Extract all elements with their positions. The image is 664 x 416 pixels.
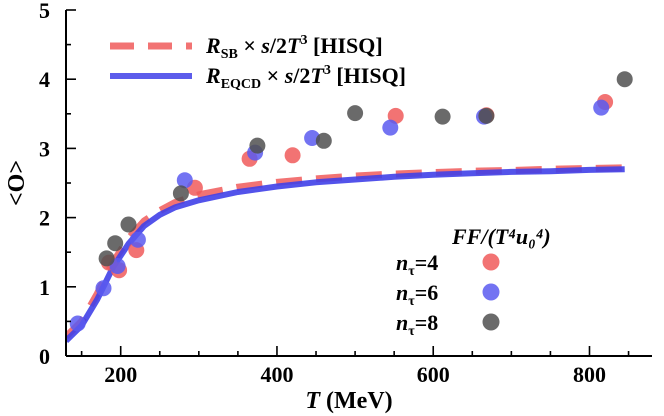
y-tick-label: 3 (39, 136, 50, 161)
axes: 200 400 600 800 0 1 2 3 4 5 T (MeV) <O> (4, 0, 652, 414)
legend: RSB × s/2T3 [HISQ]REQCD × s/2T3 [HISQ] FF… (110, 33, 551, 339)
data-point-ntau6 (69, 315, 86, 332)
legend-point-swatch (482, 283, 500, 301)
y-tick-label: 0 (39, 344, 50, 369)
eqcd-line (66, 166, 625, 343)
y-tick-label: 1 (39, 275, 50, 300)
data-point-ntau8 (98, 250, 115, 267)
y-axis-title: <O> (4, 160, 30, 206)
y-tick-label: 4 (39, 67, 50, 92)
data-point-ntau6 (129, 231, 146, 248)
legend-point-label: nτ=6 (396, 280, 438, 309)
data-point-ntau8 (249, 137, 266, 154)
legend-line-label: REQCD × s/2T3 [HISQ] (205, 63, 406, 92)
x-tick-label: 800 (573, 362, 606, 387)
x-tick-label: 600 (417, 362, 450, 387)
data-point-ntau8 (616, 71, 633, 88)
x-axis-title: T (MeV) (305, 388, 392, 414)
data-point-ntau8 (478, 107, 495, 124)
y-tick-label: 5 (39, 0, 50, 23)
data-point-ntau6 (95, 280, 112, 297)
legend-point-label: nτ=4 (396, 250, 438, 279)
legend-line-label: RSB × s/2T3 [HISQ] (205, 33, 383, 62)
x-tick-label: 400 (260, 362, 293, 387)
points-legend-title: FF/(T⁴u₀⁴) (451, 224, 551, 249)
data-point-ntau6 (593, 99, 610, 116)
x-tick-label: 200 (104, 362, 137, 387)
legend-point-label: nτ=8 (396, 310, 438, 339)
data-point-ntau8 (107, 235, 124, 252)
legend-point-swatch (482, 313, 500, 331)
data-point-ntau6 (382, 119, 399, 136)
data-point-ntau8 (434, 108, 451, 125)
y-tick-label: 2 (39, 206, 50, 231)
data-point-ntau8 (315, 132, 332, 149)
sb-line (66, 164, 625, 340)
data-point-ntau8 (120, 216, 137, 233)
legend-point-swatch (482, 253, 500, 271)
data-point-ntau8 (172, 185, 189, 202)
data-point-ntau8 (347, 105, 364, 122)
data-point-ntau6 (176, 172, 193, 189)
data-point-ntau4 (284, 147, 301, 164)
plot-area (66, 71, 633, 343)
